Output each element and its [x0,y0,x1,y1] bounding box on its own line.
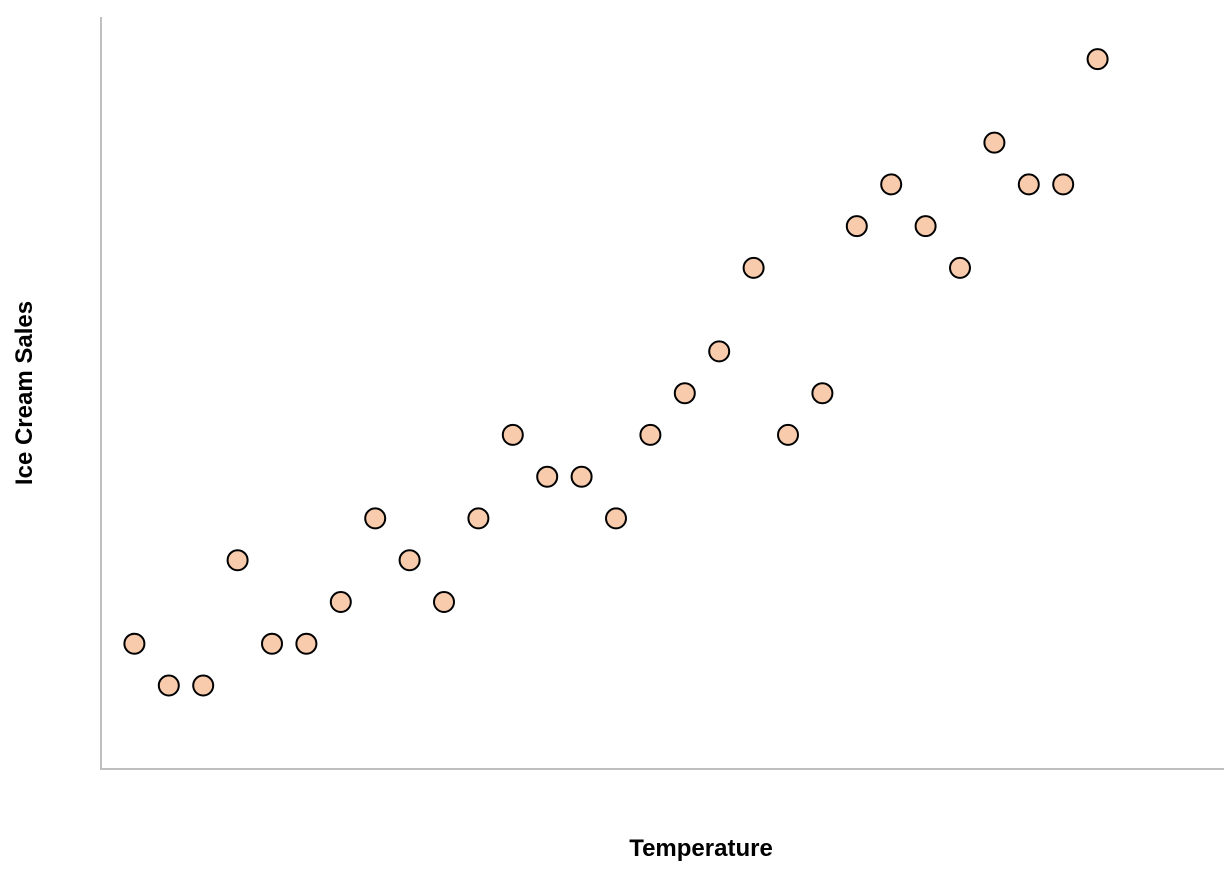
data-point [949,256,971,279]
data-point [880,173,903,196]
data-point [398,549,421,572]
data-point [983,131,1006,154]
data-point [742,256,765,279]
data-point [433,591,455,613]
data-point [226,549,249,572]
data-point [673,382,696,405]
data-point [536,465,559,488]
data-point [570,465,593,488]
data-point [295,632,318,655]
data-point [1017,173,1040,196]
data-point [329,591,352,613]
data-point [157,674,180,697]
data-points [123,48,1109,697]
data-point [1086,48,1109,71]
data-point [708,340,731,363]
data-point [845,215,868,238]
data-point [501,423,524,446]
data-point [914,215,937,238]
data-point [777,423,799,446]
data-point [811,382,834,405]
y-axis-title: Ice Cream Sales [11,301,38,485]
data-point [192,674,215,697]
data-point [1052,173,1075,196]
data-point [123,632,146,655]
data-point [261,632,283,655]
data-point [639,423,662,446]
x-axis-title: Temperature [629,835,773,862]
data-point [605,507,627,530]
data-point [364,507,387,530]
data-point [467,507,490,530]
